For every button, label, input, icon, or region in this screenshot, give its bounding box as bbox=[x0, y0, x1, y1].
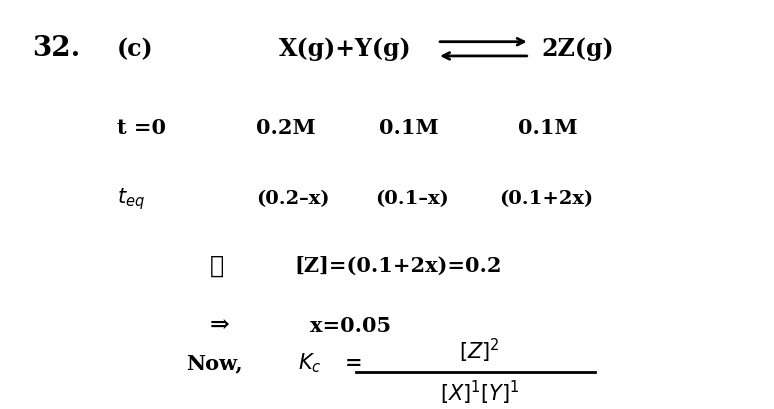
Text: X(g)+Y(g): X(g)+Y(g) bbox=[279, 37, 412, 61]
Text: $t_{eq}$: $t_{eq}$ bbox=[117, 186, 145, 212]
Text: $K_c$: $K_c$ bbox=[298, 351, 322, 375]
Text: 32.: 32. bbox=[33, 35, 80, 62]
Text: [Z]=(0.1+2x)=0.2: [Z]=(0.1+2x)=0.2 bbox=[294, 256, 502, 276]
Text: =: = bbox=[344, 353, 362, 373]
Text: ⇒: ⇒ bbox=[210, 314, 229, 337]
Text: t =0: t =0 bbox=[117, 118, 166, 138]
Text: $[Z]^2$: $[Z]^2$ bbox=[459, 337, 500, 365]
Text: (0.1+2x): (0.1+2x) bbox=[498, 190, 593, 208]
Text: 0.2M: 0.2M bbox=[256, 118, 316, 138]
Text: ∴: ∴ bbox=[210, 254, 224, 278]
Text: 0.1M: 0.1M bbox=[379, 118, 439, 138]
Text: (0.1–x): (0.1–x) bbox=[375, 190, 449, 208]
Text: 2Z(g): 2Z(g) bbox=[541, 37, 614, 61]
Text: $[X]^1[Y]^1$: $[X]^1[Y]^1$ bbox=[440, 379, 519, 407]
Text: (c): (c) bbox=[117, 37, 154, 61]
Text: Now,: Now, bbox=[187, 353, 243, 373]
Text: (0.2–x): (0.2–x) bbox=[256, 190, 330, 208]
Text: 0.1M: 0.1M bbox=[518, 118, 577, 138]
Text: x=0.05: x=0.05 bbox=[310, 315, 391, 335]
